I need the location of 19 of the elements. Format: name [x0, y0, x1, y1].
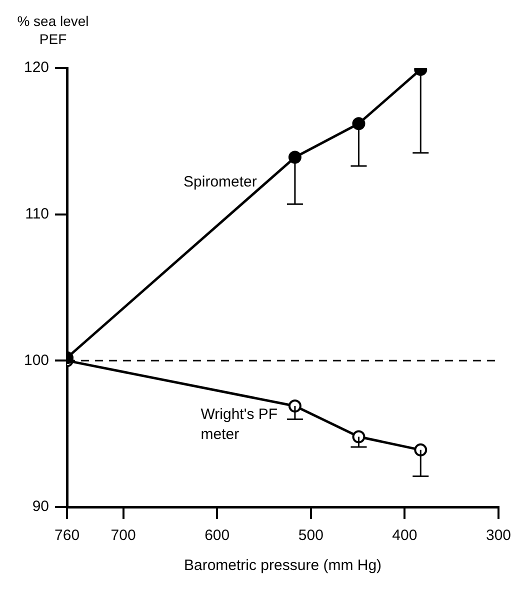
- y-axis-title: % sea level PEF: [17, 13, 89, 47]
- y-tick-label: 120: [24, 59, 50, 76]
- x-tick-label: 300: [486, 527, 511, 544]
- point: [352, 117, 366, 130]
- series-label: Spirometer: [184, 174, 257, 191]
- point: [288, 150, 302, 164]
- series-label: Wright's PF meter: [200, 406, 278, 444]
- y-tick-label: 110: [25, 205, 50, 222]
- x-tick-label: 500: [298, 527, 324, 544]
- y-tick-label: 90: [32, 498, 50, 516]
- point: [288, 400, 302, 413]
- y-tick-label: 100: [24, 352, 50, 369]
- point: [414, 443, 428, 456]
- x-axis-title: Barometric pressure (mm Hg): [184, 557, 382, 574]
- x-tick-label: 400: [392, 527, 418, 544]
- x-tick-label: 700: [110, 527, 136, 544]
- x-tick-label: 600: [204, 527, 230, 544]
- point: [352, 430, 366, 444]
- x-tick-label: 760: [54, 527, 80, 544]
